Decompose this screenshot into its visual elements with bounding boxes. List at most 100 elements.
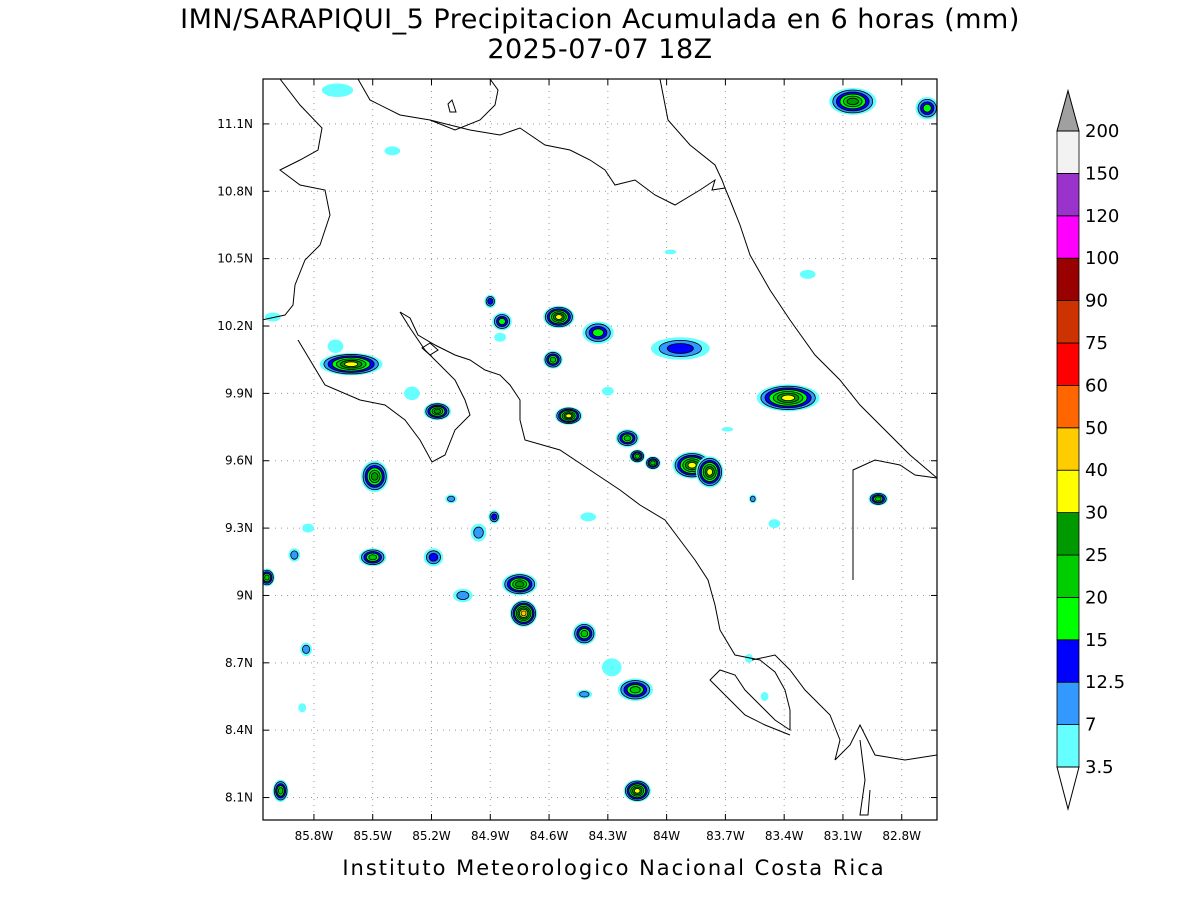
colorbar-label: 3.5 (1085, 757, 1114, 778)
burica-peninsula (859, 739, 871, 816)
y-axis-ticks: 11.1N 10.8N 10.5N 10.2N 9.9N 9.6N 9.3N 9N 8.7N 8.… (217, 117, 937, 805)
x-tick-label: 84.3W (589, 829, 628, 843)
precip-contour-3.5 (302, 523, 314, 533)
colorbar-label: 200 (1085, 121, 1119, 142)
y-tick-label: 9.6N (225, 454, 253, 468)
precipitation-field (263, 83, 937, 803)
y-tick-label: 10.5N (217, 252, 253, 266)
colorbar-segment (1056, 342, 1080, 386)
precip-contour-12.5 (428, 552, 439, 562)
x-tick-label: 84.9W (471, 829, 510, 843)
lake-arenal-outline (421, 342, 439, 356)
colorbar-segment (1056, 427, 1080, 471)
precip-contour-30 (633, 788, 641, 794)
precip-contour-20 (580, 630, 589, 638)
colorbar-label: 15 (1085, 630, 1108, 651)
precip-contour-20 (629, 686, 641, 694)
border-nicaragua-costa-rica (429, 119, 726, 206)
colorbar-segment (1056, 724, 1080, 768)
precip-contour-3.5 (321, 83, 354, 97)
panama-pacific-coast (834, 723, 937, 761)
golfo-dulce-coast (751, 654, 841, 761)
precip-contour-25 (514, 581, 525, 588)
precip-contour-20 (368, 554, 378, 561)
colorbar-label: 7 (1085, 715, 1096, 736)
precip-contour-20 (650, 460, 656, 466)
precip-contour-3.5 (664, 249, 677, 255)
chart-title-line-1: IMN/SARAPIQUI_5 Precipitacion Acumulada … (180, 4, 1020, 35)
x-tick-label: 83.1W (824, 829, 863, 843)
precip-contour-3.5 (494, 332, 506, 342)
y-tick-label: 9.9N (225, 386, 253, 400)
precip-contour-3.5 (760, 692, 769, 701)
colorbar-bottom-arrow (1056, 766, 1080, 811)
precip-contour-25 (433, 408, 442, 414)
x-tick-label: 82.8W (882, 829, 921, 843)
colorbar-segment (1056, 215, 1080, 259)
y-tick-label: 9N (236, 588, 253, 602)
coastline-northwest (263, 79, 331, 321)
precip-contour-12.5 (487, 297, 494, 305)
precip-contour-15 (922, 103, 932, 113)
y-tick-label: 8.4N (225, 723, 253, 737)
colorbar-label: 50 (1085, 418, 1108, 439)
coastlines-and-borders (263, 79, 937, 816)
x-tick-label: 84W (653, 829, 680, 843)
precip-contour-30 (344, 361, 359, 367)
colorbar-label: 40 (1085, 460, 1108, 481)
colorbar-label: 30 (1085, 503, 1108, 524)
colorbar-label: 150 (1085, 163, 1119, 184)
precip-contour-3.5 (601, 386, 614, 396)
x-tick-label: 85.2W (412, 829, 451, 843)
colorbar-label: 60 (1085, 375, 1108, 396)
lake-nicaragua-shore (357, 79, 499, 131)
x-tick-label: 85.8W (295, 829, 334, 843)
precip-contour-12.5 (666, 343, 694, 354)
precip-contour-30 (565, 413, 572, 419)
y-tick-label: 10.8N (217, 184, 253, 198)
colorbar-segment (1056, 300, 1080, 344)
precip-contour-7 (750, 495, 756, 503)
precip-contour-7 (456, 590, 470, 600)
precip-contour-20 (634, 453, 640, 459)
precip-contour-7 (290, 550, 299, 560)
nicoya-peninsula-coast (297, 311, 791, 736)
chart-title-line-2: 2025-07-07 18Z (487, 34, 713, 65)
x-tick-label: 84.6W (530, 829, 569, 843)
colorbar-label: 20 (1085, 587, 1108, 608)
y-tick-label: 8.1N (225, 791, 253, 805)
x-axis-ticks: 85.8W 85.5W 85.2W 84.9W 84.6W 84.3W 84W 83.7W 83… (295, 79, 921, 843)
precip-contour-15 (592, 328, 604, 338)
precip-contour-20 (277, 787, 284, 795)
precip-contour-3.5 (768, 519, 781, 529)
precip-contour-7 (302, 644, 311, 654)
colorbar-legend: 3.5 7 12.5 15 20 25 30 40 50 60 75 90 100 120 150 200 (1056, 88, 1125, 811)
colorbar-segment (1056, 512, 1080, 556)
y-tick-label: 8.7N (225, 656, 253, 670)
precip-contour-3.5 (404, 386, 420, 401)
precip-contour-3.5 (327, 339, 344, 353)
precip-contour-30 (781, 394, 796, 402)
colorbar-segment (1056, 639, 1080, 683)
colorbar-segment (1056, 257, 1080, 302)
precip-contour-20 (549, 356, 557, 363)
precip-contour-3.5 (601, 658, 622, 677)
precip-contour-3.5 (580, 512, 597, 522)
precip-contour-3.5 (721, 427, 734, 432)
plot-frame (262, 78, 938, 821)
precip-contour-3.5 (744, 653, 753, 663)
colorbar-segment (1056, 130, 1080, 174)
precip-contour-3.5 (298, 703, 307, 713)
credit-text: Instituto Meteorologico Nacional Costa R… (342, 856, 886, 880)
colorbar-top-arrow (1056, 88, 1080, 132)
lake-island (447, 99, 457, 113)
colorbar-label: 75 (1085, 333, 1108, 354)
caribbean-coast-north (659, 79, 937, 479)
precip-contour-30 (555, 314, 563, 320)
precip-contour-15 (498, 317, 506, 326)
colorbar-segment (1056, 384, 1080, 429)
precip-contour-7 (473, 526, 484, 539)
colorbar-segment (1056, 681, 1080, 726)
precip-contour-25 (846, 97, 859, 106)
